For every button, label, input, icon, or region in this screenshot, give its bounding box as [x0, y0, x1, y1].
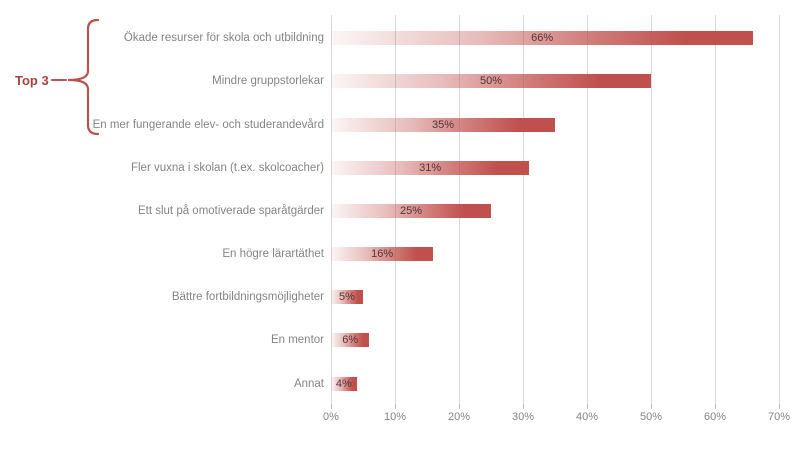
- bar-value-label: 25%: [399, 204, 423, 217]
- bar-value-label: 50%: [479, 75, 503, 88]
- category-label: En mer fungerande elev- och studerandevå…: [92, 118, 324, 131]
- axis-tick: [651, 404, 652, 409]
- brace-icon: [51, 18, 100, 136]
- bar-value-label: 6%: [342, 334, 359, 347]
- bar-value-label: 66%: [531, 32, 554, 45]
- axis-tick: [395, 404, 396, 409]
- bar: 4%: [331, 376, 357, 391]
- category-label: Ett slut på omotiverade sparåtgärder: [137, 204, 324, 217]
- gridline: [587, 15, 588, 404]
- category-label: Bättre fortbildningsmöjligheter: [171, 291, 324, 304]
- x-axis-tick-label: 70%: [767, 411, 791, 423]
- bar: 5%: [331, 290, 363, 305]
- axis-tick: [715, 404, 716, 409]
- bar: 6%: [331, 333, 370, 348]
- axis-tick: [331, 404, 332, 409]
- x-axis-tick-label: 20%: [447, 411, 471, 423]
- gridline: [651, 15, 652, 404]
- plot-area: 66% 50% 35% 31% 25% 16% 5% 6% 4%: [331, 15, 780, 404]
- gridline: [715, 15, 716, 404]
- bar-value-label: 5%: [339, 291, 355, 304]
- bar: 50%: [331, 74, 651, 89]
- category-label: Mindre gruppstorlekar: [212, 75, 324, 88]
- gridline: [779, 15, 780, 404]
- bar-value-label: 31%: [419, 161, 442, 174]
- bar: 35%: [331, 117, 555, 132]
- axis-tick: [587, 404, 588, 409]
- bar-value-label: 16%: [371, 248, 394, 261]
- x-axis-tick-label: 60%: [703, 411, 727, 423]
- bar: 16%: [331, 247, 434, 262]
- category-label: Fler vuxna i skolan (t.ex. skolcoacher): [130, 161, 324, 174]
- axis-tick: [459, 404, 460, 409]
- category-label: Annat: [293, 377, 324, 390]
- category-label: En högre lärartäthet: [222, 248, 324, 261]
- x-axis-tick-label: 30%: [511, 411, 535, 423]
- axis-tick: [779, 404, 780, 409]
- x-axis-tick-label: 50%: [639, 411, 663, 423]
- bar-value-label: 4%: [335, 377, 352, 390]
- gridline: [523, 15, 524, 404]
- bar: 25%: [331, 203, 491, 218]
- x-axis-tick-label: 0%: [323, 411, 339, 423]
- axis-tick: [523, 404, 524, 409]
- top3-annotation-label: Top 3: [15, 73, 49, 88]
- category-label: Ökade resurser för skola och utbildning: [123, 32, 324, 45]
- bar: 31%: [331, 160, 530, 175]
- bar-value-label: 35%: [431, 118, 455, 131]
- bar: 66%: [331, 31, 754, 46]
- x-axis-tick-label: 10%: [383, 411, 407, 423]
- category-label: En mentor: [270, 334, 324, 347]
- x-axis-tick-label: 40%: [575, 411, 599, 423]
